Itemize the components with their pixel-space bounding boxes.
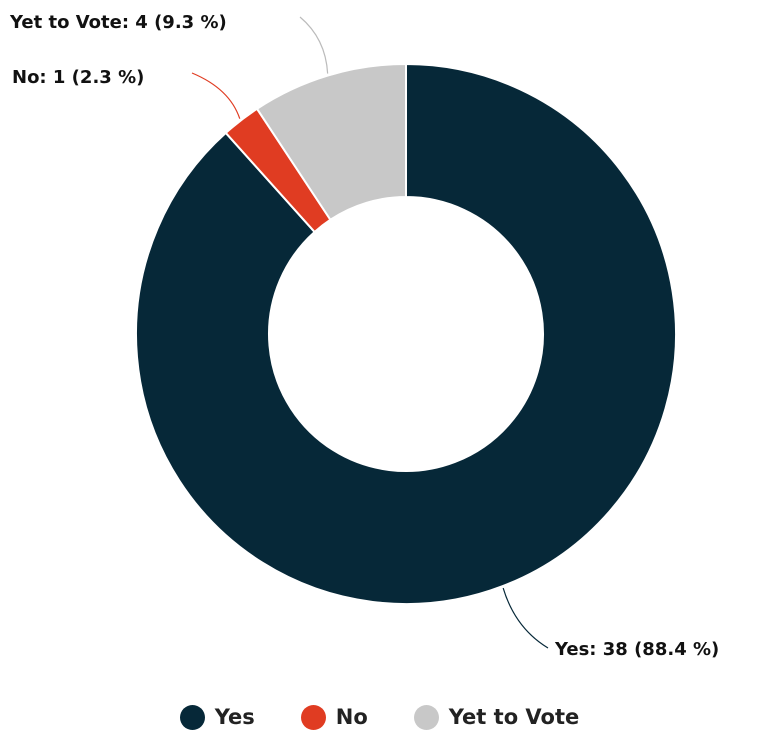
legend-item-yet-to-vote[interactable]: Yet to Vote xyxy=(413,704,580,730)
leader-line-no xyxy=(191,72,241,119)
legend-label-yet-to-vote: Yet to Vote xyxy=(448,705,580,729)
leader-line-yet-to-vote xyxy=(299,16,329,74)
legend: Yes No Yet to Vote xyxy=(0,697,759,737)
legend-swatch-no xyxy=(300,704,326,730)
legend-item-no[interactable]: No xyxy=(300,704,368,730)
legend-swatch-yet-to-vote xyxy=(413,704,439,730)
slice-yet-to-vote[interactable] xyxy=(255,62,407,222)
data-label-no: No: 1 (2.3 %) xyxy=(12,67,144,88)
leader-lines-layer xyxy=(191,16,549,649)
slices-layer xyxy=(135,62,677,605)
slice-yes[interactable] xyxy=(135,62,677,605)
data-labels-layer: Yes: 38 (88.4 %) No: 1 (2.3 %) Yet to Vote… xyxy=(9,12,719,660)
legend-label-no: No xyxy=(335,705,368,729)
data-label-yes: Yes: 38 (88.4 %) xyxy=(554,639,719,660)
leader-line-yes xyxy=(502,587,549,649)
data-label-yet-to-vote: Yet to Vote: 4 (9.3 %) xyxy=(9,12,227,33)
legend-item-yes[interactable]: Yes xyxy=(179,704,255,730)
legend-label-yes: Yes xyxy=(214,705,255,729)
legend-swatch-yes xyxy=(179,704,205,730)
